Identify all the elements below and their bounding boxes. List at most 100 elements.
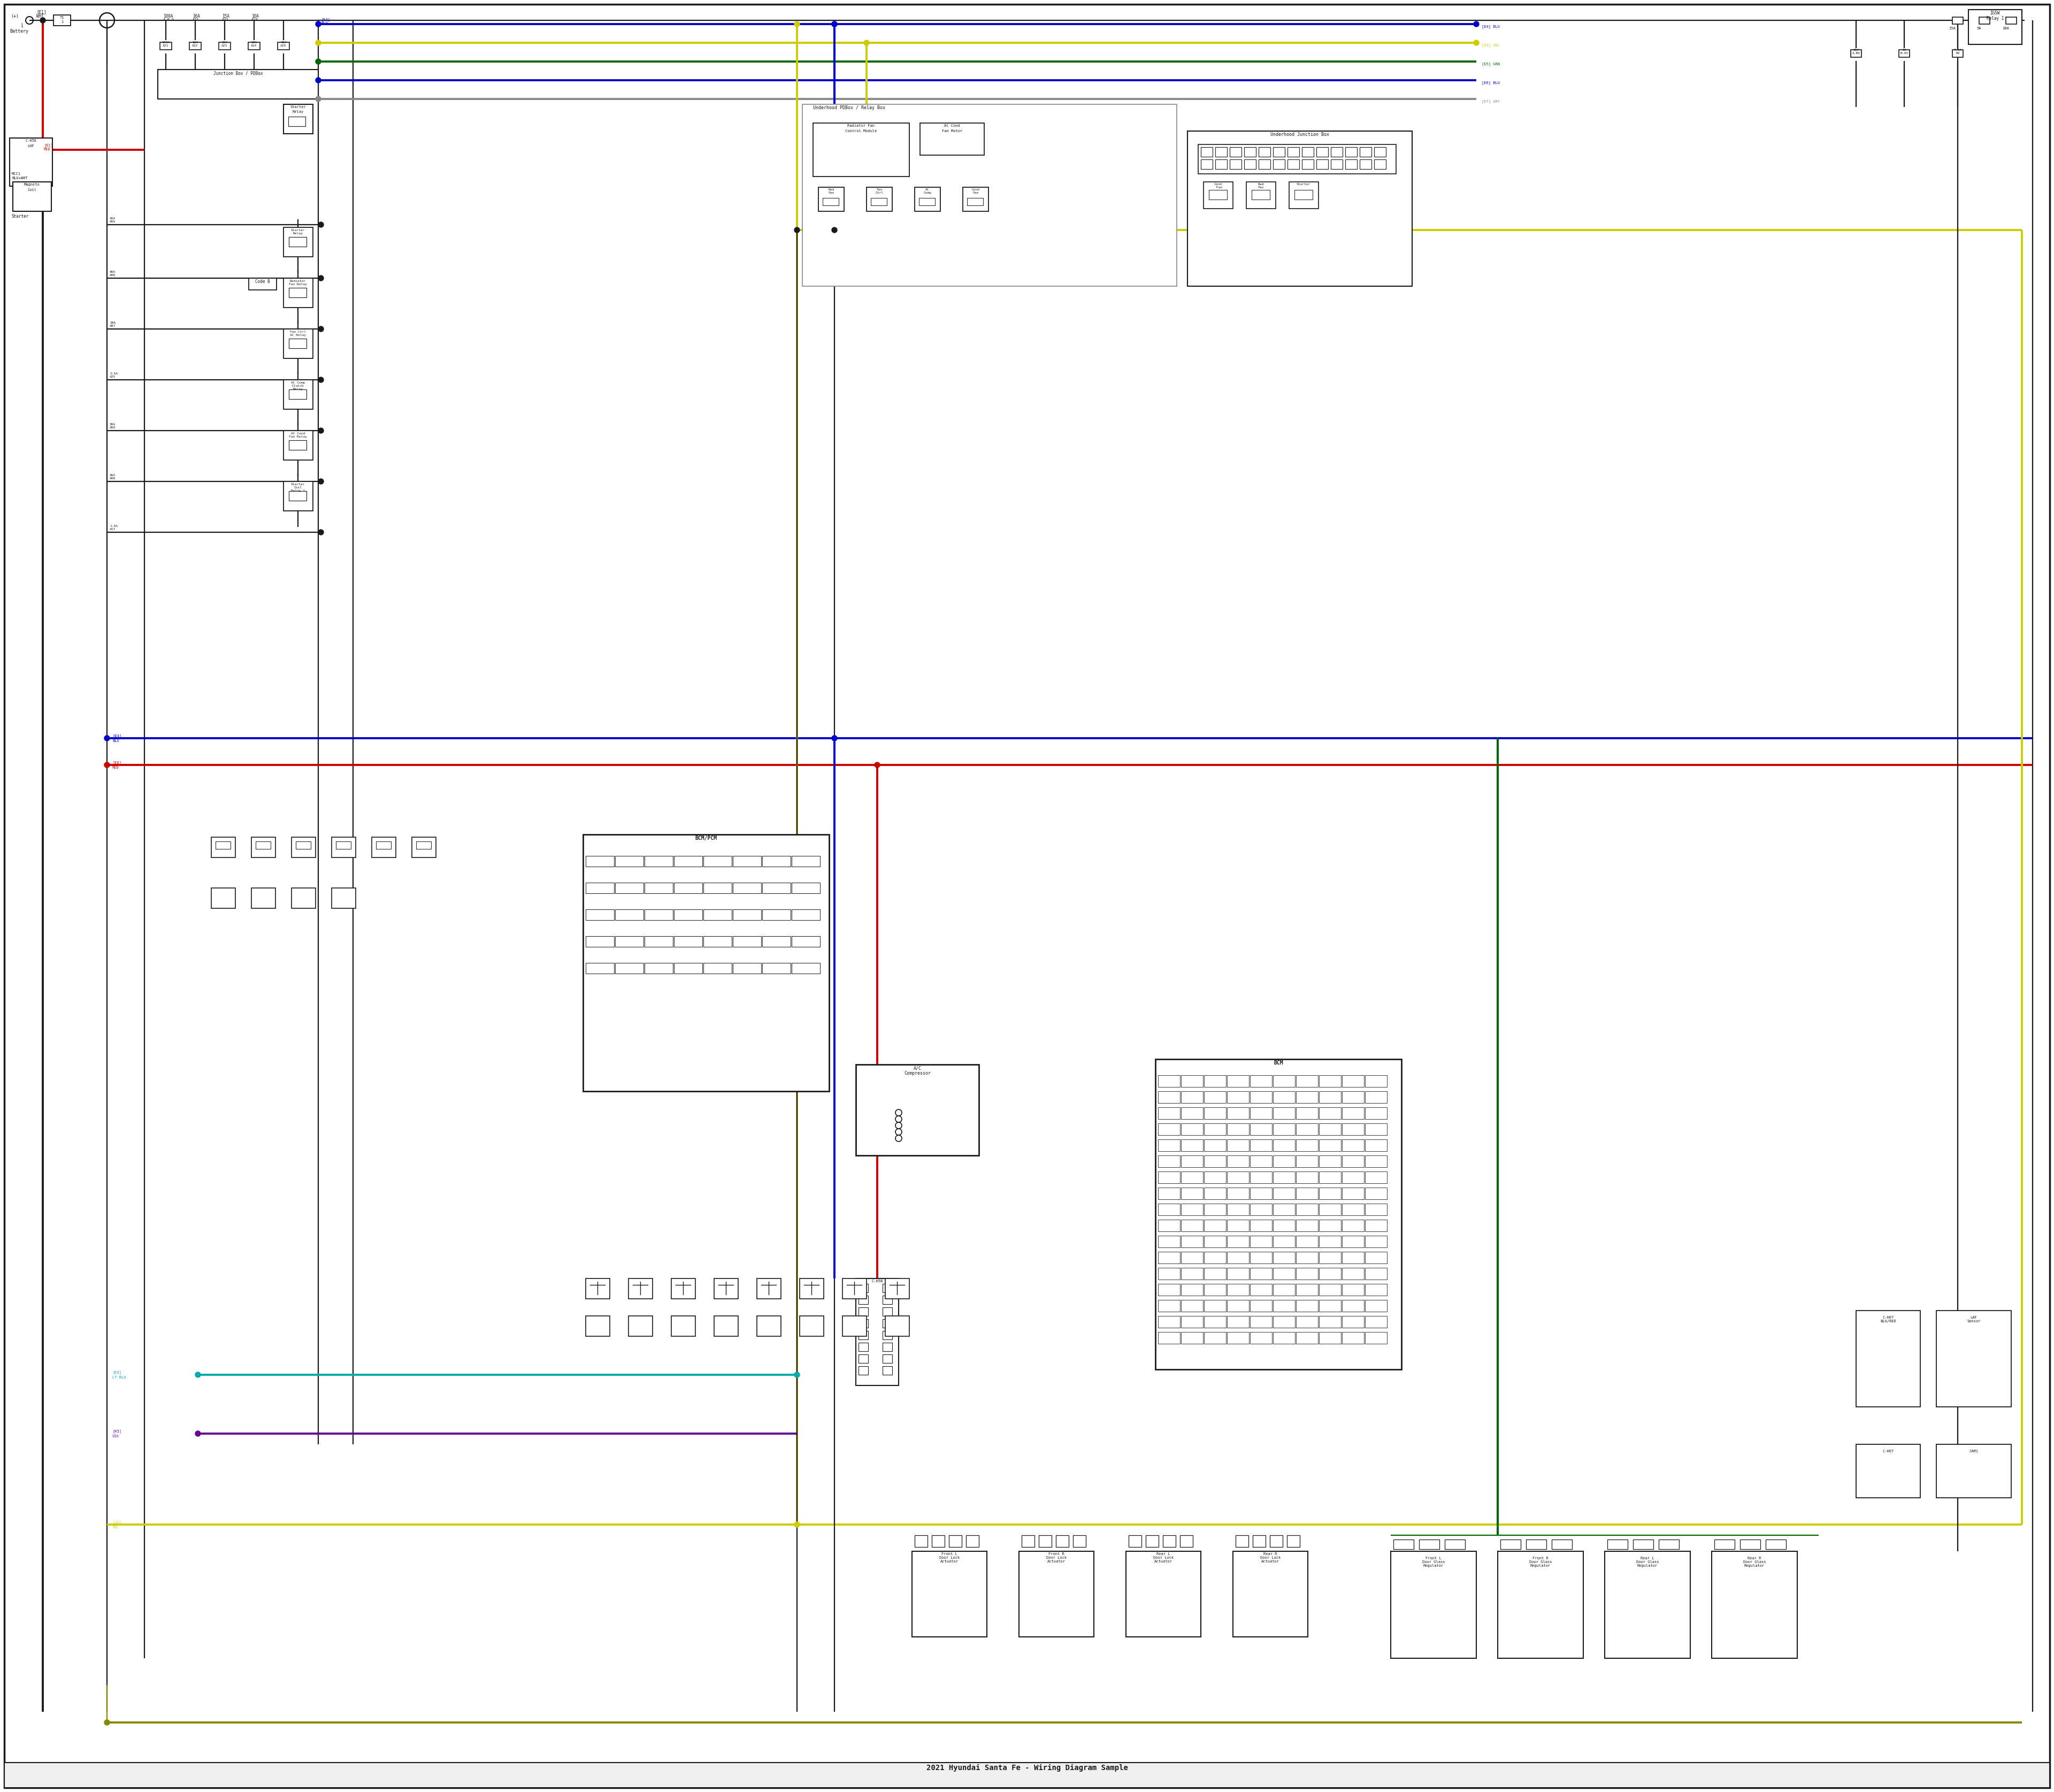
- Text: Starter: Starter: [290, 106, 306, 109]
- Bar: [1341, 1156, 1364, 1167]
- Text: C-H07
BLU/RED: C-H07 BLU/RED: [1879, 1315, 1896, 1322]
- Bar: [799, 1315, 824, 1337]
- Text: Starter: Starter: [1296, 183, 1310, 186]
- Bar: [1181, 1091, 1204, 1104]
- Text: 1.5A
A17: 1.5A A17: [109, 525, 117, 530]
- Bar: [1374, 147, 1386, 156]
- Bar: [283, 482, 312, 511]
- Bar: [842, 1315, 867, 1337]
- Bar: [1226, 1107, 1249, 1118]
- Text: MCC1: MCC1: [12, 172, 21, 176]
- Bar: [1226, 1140, 1249, 1150]
- Bar: [1251, 1315, 1271, 1328]
- Text: Underhood Junction Box: Underhood Junction Box: [1269, 133, 1329, 136]
- Text: 100A
A21: 100A A21: [162, 41, 170, 47]
- Bar: [859, 1366, 869, 1374]
- Text: Rear R
Door Glass
Regulator: Rear R Door Glass Regulator: [1744, 1557, 1766, 1568]
- Bar: [1226, 1124, 1249, 1134]
- Bar: [1341, 1220, 1364, 1231]
- Bar: [1273, 1315, 1294, 1328]
- Bar: [1216, 147, 1226, 156]
- Bar: [1366, 1267, 1386, 1279]
- Bar: [1341, 1140, 1364, 1150]
- Bar: [1419, 1539, 1440, 1548]
- Bar: [1273, 1331, 1294, 1344]
- Text: 100A: 100A: [162, 14, 173, 18]
- Bar: [1251, 190, 1269, 199]
- Bar: [1226, 1283, 1249, 1296]
- Bar: [1288, 147, 1300, 156]
- Bar: [1039, 1536, 1052, 1546]
- Bar: [1179, 1536, 1193, 1546]
- Text: WHT: WHT: [37, 14, 43, 18]
- Bar: [277, 43, 290, 50]
- Bar: [283, 330, 312, 358]
- Bar: [1366, 1204, 1386, 1215]
- Text: 1: 1: [21, 23, 23, 29]
- Bar: [1366, 1315, 1386, 1328]
- Circle shape: [318, 326, 325, 332]
- Bar: [1937, 1310, 2011, 1407]
- Bar: [1181, 1075, 1204, 1088]
- Bar: [883, 1308, 891, 1315]
- Bar: [1604, 1552, 1690, 1658]
- Bar: [965, 1536, 980, 1546]
- Bar: [1366, 1236, 1386, 1247]
- Bar: [762, 909, 791, 919]
- Bar: [672, 1315, 696, 1337]
- Bar: [1158, 1236, 1179, 1247]
- Bar: [413, 837, 435, 858]
- Text: Starter
Relay: Starter Relay: [292, 229, 304, 235]
- Bar: [1296, 1172, 1319, 1183]
- Bar: [859, 1308, 869, 1315]
- Bar: [12, 181, 51, 211]
- Circle shape: [105, 735, 109, 740]
- Text: 40A
A06: 40A A06: [109, 271, 115, 276]
- Bar: [1204, 1267, 1226, 1279]
- Bar: [1341, 1267, 1364, 1279]
- Bar: [583, 835, 830, 1091]
- Bar: [1341, 1253, 1364, 1263]
- Bar: [1366, 1331, 1386, 1344]
- Bar: [1296, 1140, 1319, 1150]
- Bar: [1181, 1267, 1204, 1279]
- Bar: [1319, 1124, 1341, 1134]
- Bar: [702, 883, 731, 894]
- Circle shape: [1473, 39, 1479, 45]
- Bar: [1288, 159, 1300, 168]
- Bar: [1366, 1283, 1386, 1296]
- Text: Fan
Ctrl: Fan Ctrl: [875, 188, 883, 194]
- Text: 30A
A09: 30A A09: [109, 423, 115, 428]
- Text: C-H5E: C-H5E: [25, 140, 37, 142]
- Bar: [1204, 1188, 1226, 1199]
- Bar: [1158, 1156, 1179, 1167]
- Bar: [1251, 1075, 1271, 1088]
- Bar: [733, 909, 762, 919]
- Text: Rad
Fan: Rad Fan: [828, 188, 834, 194]
- Text: Rear R
Door Lock
Actuator: Rear R Door Lock Actuator: [1261, 1552, 1280, 1563]
- Bar: [914, 186, 941, 211]
- Bar: [1204, 1156, 1226, 1167]
- Bar: [249, 43, 261, 50]
- Bar: [1158, 1107, 1179, 1118]
- Bar: [1158, 1331, 1179, 1344]
- Bar: [629, 1278, 653, 1299]
- Bar: [585, 1278, 610, 1299]
- Bar: [1345, 147, 1358, 156]
- Bar: [912, 1552, 986, 1636]
- Text: Starter: Starter: [12, 213, 29, 219]
- Text: 2021 Hyundai Santa Fe - Wiring Diagram Sample: 2021 Hyundai Santa Fe - Wiring Diagram S…: [926, 1763, 1128, 1772]
- Bar: [1181, 1156, 1204, 1167]
- Text: LAF
Sensor: LAF Sensor: [1968, 1315, 1980, 1322]
- Bar: [585, 1315, 610, 1337]
- Text: (+): (+): [10, 14, 18, 18]
- Text: Cond
Fan: Cond Fan: [972, 188, 980, 194]
- Bar: [158, 70, 318, 99]
- Circle shape: [316, 59, 320, 65]
- Bar: [824, 197, 838, 206]
- Bar: [1146, 1536, 1158, 1546]
- Bar: [1226, 1267, 1249, 1279]
- Bar: [1366, 1140, 1386, 1150]
- Bar: [1366, 1124, 1386, 1134]
- Bar: [1341, 1188, 1364, 1199]
